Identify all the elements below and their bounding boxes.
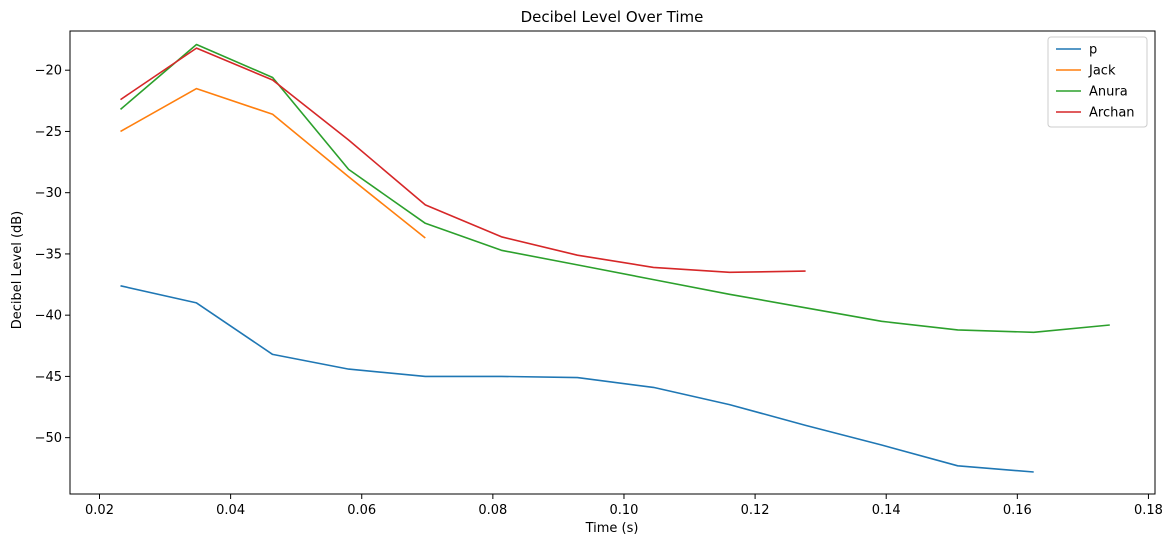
x-tick-label: 0.16 bbox=[1003, 503, 1032, 518]
y-axis: −50 −45 −40 −35 −30 −25 −20 bbox=[35, 64, 70, 446]
x-tick-label: 0.14 bbox=[872, 503, 901, 518]
plot-area bbox=[69, 30, 1156, 495]
series-line-archan bbox=[120, 47, 806, 274]
legend-label: Archan bbox=[1089, 106, 1135, 121]
x-axis: 0.02 0.04 0.06 0.08 0.10 0.12 0.14 0.16 0.18 bbox=[85, 494, 1163, 518]
y-tick-label: −25 bbox=[35, 125, 62, 140]
y-tick-label: −50 bbox=[35, 431, 62, 446]
chart-title: Decibel Level Over Time bbox=[521, 8, 704, 26]
series-line-anura bbox=[119, 43, 1110, 334]
y-tick-label: −40 bbox=[35, 309, 62, 324]
x-axis-label: Time (s) bbox=[585, 521, 639, 536]
x-tick-label: 0.18 bbox=[1134, 503, 1163, 518]
series-layer bbox=[119, 43, 1110, 473]
x-tick-label: 0.06 bbox=[347, 503, 376, 518]
y-tick-label: −20 bbox=[35, 64, 62, 79]
plot-frame bbox=[69, 30, 1156, 495]
x-tick-label: 0.02 bbox=[85, 503, 114, 518]
x-tick-label: 0.10 bbox=[609, 503, 638, 518]
x-tick-label: 0.08 bbox=[478, 503, 507, 518]
legend: p Jack Anura Archan bbox=[1047, 36, 1148, 128]
y-axis-label: Decibel Level (dB) bbox=[10, 211, 25, 330]
y-tick-label: −45 bbox=[35, 370, 62, 385]
x-tick-label: 0.12 bbox=[741, 503, 770, 518]
y-tick-label: −30 bbox=[35, 186, 62, 201]
series-line-p bbox=[120, 285, 1034, 473]
legend-box bbox=[1047, 36, 1148, 128]
series-line-jack bbox=[120, 87, 426, 239]
legend-label: p bbox=[1089, 43, 1097, 58]
legend-label: Jack bbox=[1088, 64, 1116, 79]
x-tick-label: 0.04 bbox=[216, 503, 245, 518]
legend-label: Anura bbox=[1089, 85, 1128, 100]
y-tick-label: −35 bbox=[35, 247, 62, 262]
